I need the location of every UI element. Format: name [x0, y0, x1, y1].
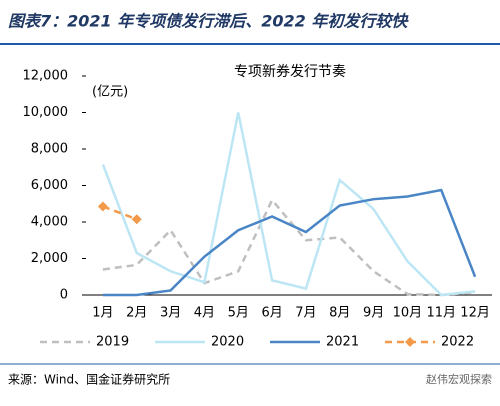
y-tick-label: 2,000 [31, 251, 68, 266]
marker [131, 214, 142, 225]
source: 来源：Wind、国金证券研究所 [8, 372, 170, 387]
y-tick-label: 8,000 [31, 142, 68, 157]
legend-label: 2021 [326, 335, 359, 350]
x-tick-label: 6月 [261, 306, 282, 321]
x-tick-label: 4月 [194, 306, 215, 321]
legend-marker [405, 337, 415, 347]
x-tick-label: 8月 [329, 306, 350, 321]
legend-label: 2019 [96, 335, 129, 350]
x-tick-label: 7月 [295, 306, 316, 321]
y-tick-label: 12,000 [23, 69, 69, 84]
x-tick-label: 5月 [228, 306, 249, 321]
series-line [102, 205, 138, 221]
x-tick-label: 12月 [460, 306, 490, 321]
chart-title: 图表7：2021 年专项债发行滞后、2022 年初发行较快 [8, 12, 409, 31]
x-tick-label: 10月 [393, 306, 423, 321]
y-tick-label: 0 [60, 288, 68, 303]
y-tick-label: 10,000 [23, 105, 69, 120]
x-tick-label: 3月 [160, 306, 181, 321]
y-axis-label: (亿元) [92, 85, 128, 100]
legend-label: 2020 [211, 335, 244, 350]
x-tick-label: 11月 [426, 306, 456, 321]
series-line [102, 188, 477, 297]
y-tick-label: 6,000 [31, 178, 68, 193]
x-tick-label: 1月 [92, 306, 113, 321]
chart-subtitle: 专项新券发行节奏 [234, 64, 346, 80]
series-line [102, 197, 476, 297]
watermark: 赵伟宏观探索 [426, 372, 492, 386]
series-line [101, 112, 476, 297]
x-tick-label: 9月 [363, 306, 384, 321]
legend-label: 2022 [441, 335, 474, 350]
y-tick-label: 4,000 [31, 215, 68, 230]
marker [97, 201, 108, 212]
x-tick-label: 2月 [126, 306, 147, 321]
